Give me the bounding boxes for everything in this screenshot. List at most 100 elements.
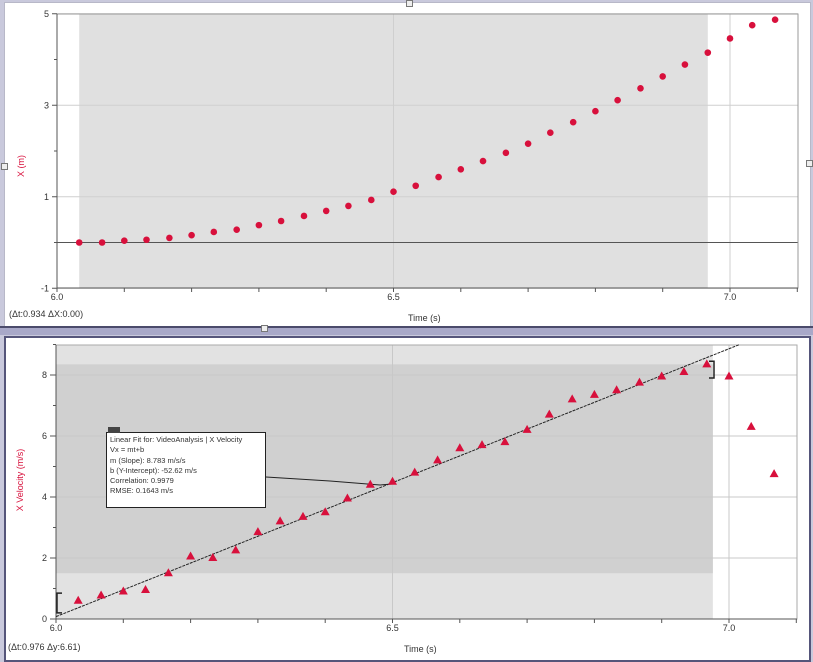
data-point[interactable] [322, 207, 330, 215]
data-point[interactable] [479, 157, 487, 165]
data-point[interactable] [253, 527, 263, 536]
y-axis-label: X (m) [16, 155, 26, 177]
data-point[interactable] [771, 16, 779, 23]
data-point[interactable] [748, 21, 756, 29]
fit-equation: Vx = mt+b [110, 445, 145, 455]
data-point[interactable] [681, 61, 689, 68]
data-point[interactable] [275, 516, 285, 525]
data-point[interactable] [208, 553, 218, 561]
data-point[interactable] [726, 35, 734, 42]
data-point[interactable] [502, 149, 510, 157]
data-point[interactable] [659, 73, 666, 80]
resize-handle-bottom[interactable] [261, 325, 268, 332]
y-axis-label: X Velocity (m/s) [15, 449, 25, 512]
data-point[interactable] [410, 467, 420, 476]
data-point[interactable] [746, 421, 756, 430]
data-point[interactable] [702, 359, 712, 368]
fit-intercept: b (Y-Intercept): -52.62 m/s [110, 465, 197, 475]
y-tick-label: 6 [42, 431, 47, 441]
data-point[interactable] [166, 234, 173, 242]
data-point[interactable] [98, 239, 106, 246]
data-point[interactable] [592, 107, 599, 115]
data-point[interactable] [75, 239, 83, 246]
data-point[interactable] [455, 443, 465, 452]
data-point[interactable] [634, 377, 644, 386]
position-graph[interactable]: 5 3 1 -16.0 6.5 7.0 X (m) [5, 3, 810, 327]
bottom-x-axis-label: Time (s) [404, 644, 437, 654]
data-point[interactable] [433, 455, 443, 464]
data-point[interactable] [277, 217, 285, 225]
y-tick-label: 8 [42, 370, 47, 380]
data-point[interactable] [724, 371, 734, 380]
data-point[interactable] [163, 568, 173, 577]
position-graph-pane[interactable]: 5 3 1 -1 6.0 6.5 7.0 X (m) (Δt:0.934 ΔX:0.00) T… [4, 2, 811, 328]
data-point[interactable] [300, 212, 308, 220]
velocity-graph-pane[interactable]: 8 6 4 2 0 6.0 6.5 7.0 X Velocity (m/s) (Δt:0.976… [4, 336, 811, 662]
data-point[interactable] [522, 424, 532, 433]
data-point[interactable] [121, 237, 128, 244]
data-point[interactable] [320, 507, 330, 516]
y-tick-label: 0 [42, 614, 47, 624]
fit-range-bracket-left[interactable] [56, 592, 62, 614]
linear-fit-annotation[interactable]: Linear Fit for: VideoAnalysis | X Veloci… [106, 427, 266, 508]
data-point[interactable] [614, 96, 621, 104]
data-point[interactable] [679, 366, 689, 375]
fit-leader-line [265, 476, 393, 486]
data-point[interactable] [477, 440, 487, 449]
data-point[interactable] [388, 476, 397, 485]
data-point[interactable] [367, 196, 375, 204]
data-point[interactable] [569, 118, 577, 126]
data-point[interactable] [657, 371, 667, 380]
data-point[interactable] [365, 479, 375, 488]
data-point[interactable] [637, 85, 644, 92]
y-tick-label: 2 [42, 553, 47, 563]
bottom-status-delta: (Δt:0.976 Δy:6.61) [8, 642, 81, 652]
data-point[interactable] [345, 202, 352, 210]
data-point[interactable] [524, 140, 532, 147]
resize-handle-left[interactable] [1, 163, 8, 170]
x-tick-label: 7.0 [724, 292, 737, 302]
data-point[interactable] [412, 182, 420, 190]
data-point[interactable] [769, 469, 779, 478]
top-x-axis-label: Time (s) [408, 313, 441, 323]
data-point[interactable] [118, 586, 128, 595]
fit-slope: m (Slope): 8.783 m/s/s [110, 455, 186, 465]
data-point[interactable] [143, 236, 150, 244]
data-point[interactable] [298, 511, 308, 520]
data-point[interactable] [255, 221, 263, 229]
data-point[interactable] [96, 590, 106, 599]
pane-splitter[interactable] [0, 326, 813, 335]
data-point[interactable] [457, 166, 465, 173]
data-point[interactable] [544, 409, 554, 418]
fit-rmse: RMSE: 0.1643 m/s [110, 486, 173, 496]
data-point[interactable] [73, 595, 83, 604]
data-point[interactable] [500, 437, 510, 446]
top-status-delta: (Δt:0.934 ΔX:0.00) [9, 309, 84, 319]
data-point[interactable] [188, 231, 195, 239]
fit-correlation: Correlation: 0.9979 [110, 476, 174, 486]
data-point[interactable] [390, 188, 397, 196]
x-tick-label: 7.0 [723, 623, 736, 633]
fit-box-controls[interactable] [108, 427, 120, 433]
data-point[interactable] [547, 129, 554, 136]
data-point[interactable] [567, 394, 577, 403]
fit-range-bracket-right[interactable] [709, 360, 715, 379]
data-point[interactable] [186, 551, 196, 560]
data-point[interactable] [141, 585, 151, 594]
y-tick-label: 4 [42, 492, 47, 502]
resize-handle-right[interactable] [806, 160, 813, 167]
x-tick-label: 6.5 [386, 623, 399, 633]
data-point[interactable] [231, 545, 241, 554]
data-point[interactable] [233, 226, 240, 233]
resize-handle-top[interactable] [406, 0, 413, 7]
y-tick-label: -1 [41, 283, 49, 293]
x-tick-label: 6.5 [387, 292, 400, 302]
y-tick-label: 5 [44, 9, 49, 19]
data-point[interactable] [210, 228, 218, 236]
data-point[interactable] [612, 385, 622, 394]
data-point[interactable] [589, 389, 599, 398]
data-point[interactable] [435, 173, 442, 181]
data-point[interactable] [342, 493, 352, 502]
data-point[interactable] [704, 49, 712, 56]
y-tick-label: 1 [44, 192, 49, 202]
